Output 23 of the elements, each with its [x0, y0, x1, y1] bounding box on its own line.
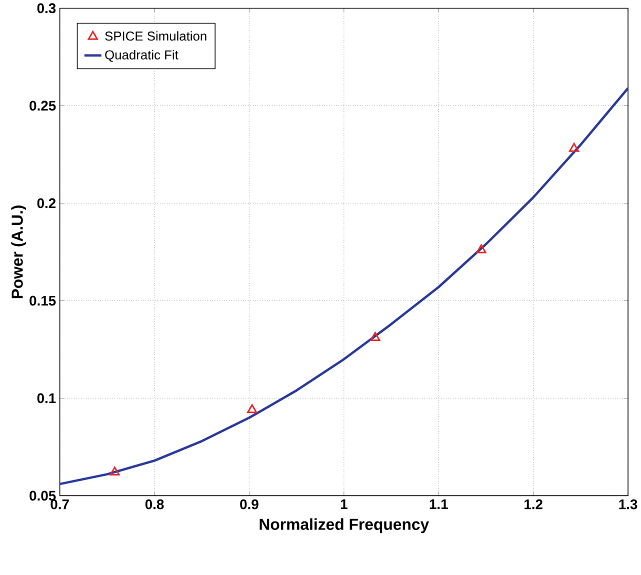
legend-label: SPICE Simulation: [105, 30, 206, 40]
y-tick-label: 0.3: [37, 3, 56, 13]
point: [476, 244, 486, 254]
y-tick-label: 0.1: [37, 393, 56, 403]
x-tick-label: 1.1: [430, 499, 448, 509]
y-axis-title: Power (A.U.): [11, 205, 26, 298]
point: [110, 466, 120, 476]
x-tick-label: 0.9: [240, 499, 258, 510]
y-tick-label: 0.05: [30, 490, 56, 500]
y-tick-label: 0.2: [37, 198, 56, 208]
x-tick-label: 0.8: [145, 499, 164, 510]
legend-label: Quadratic Fit: [105, 50, 178, 62]
line-series: [60, 86, 628, 485]
y-tick-label: 0.25: [30, 100, 56, 110]
x-axis-title: Normalized Frequency: [260, 518, 430, 533]
x-tick-label: 1.3: [619, 499, 638, 510]
point: [370, 332, 380, 341]
x-tick-label: 1.2: [524, 499, 542, 509]
point: [247, 404, 258, 413]
y-tick-label: 0.15: [30, 296, 56, 306]
point: [569, 142, 580, 152]
x-tick-label: 0.7: [50, 499, 69, 510]
x-tick-label: 1: [340, 499, 348, 509]
